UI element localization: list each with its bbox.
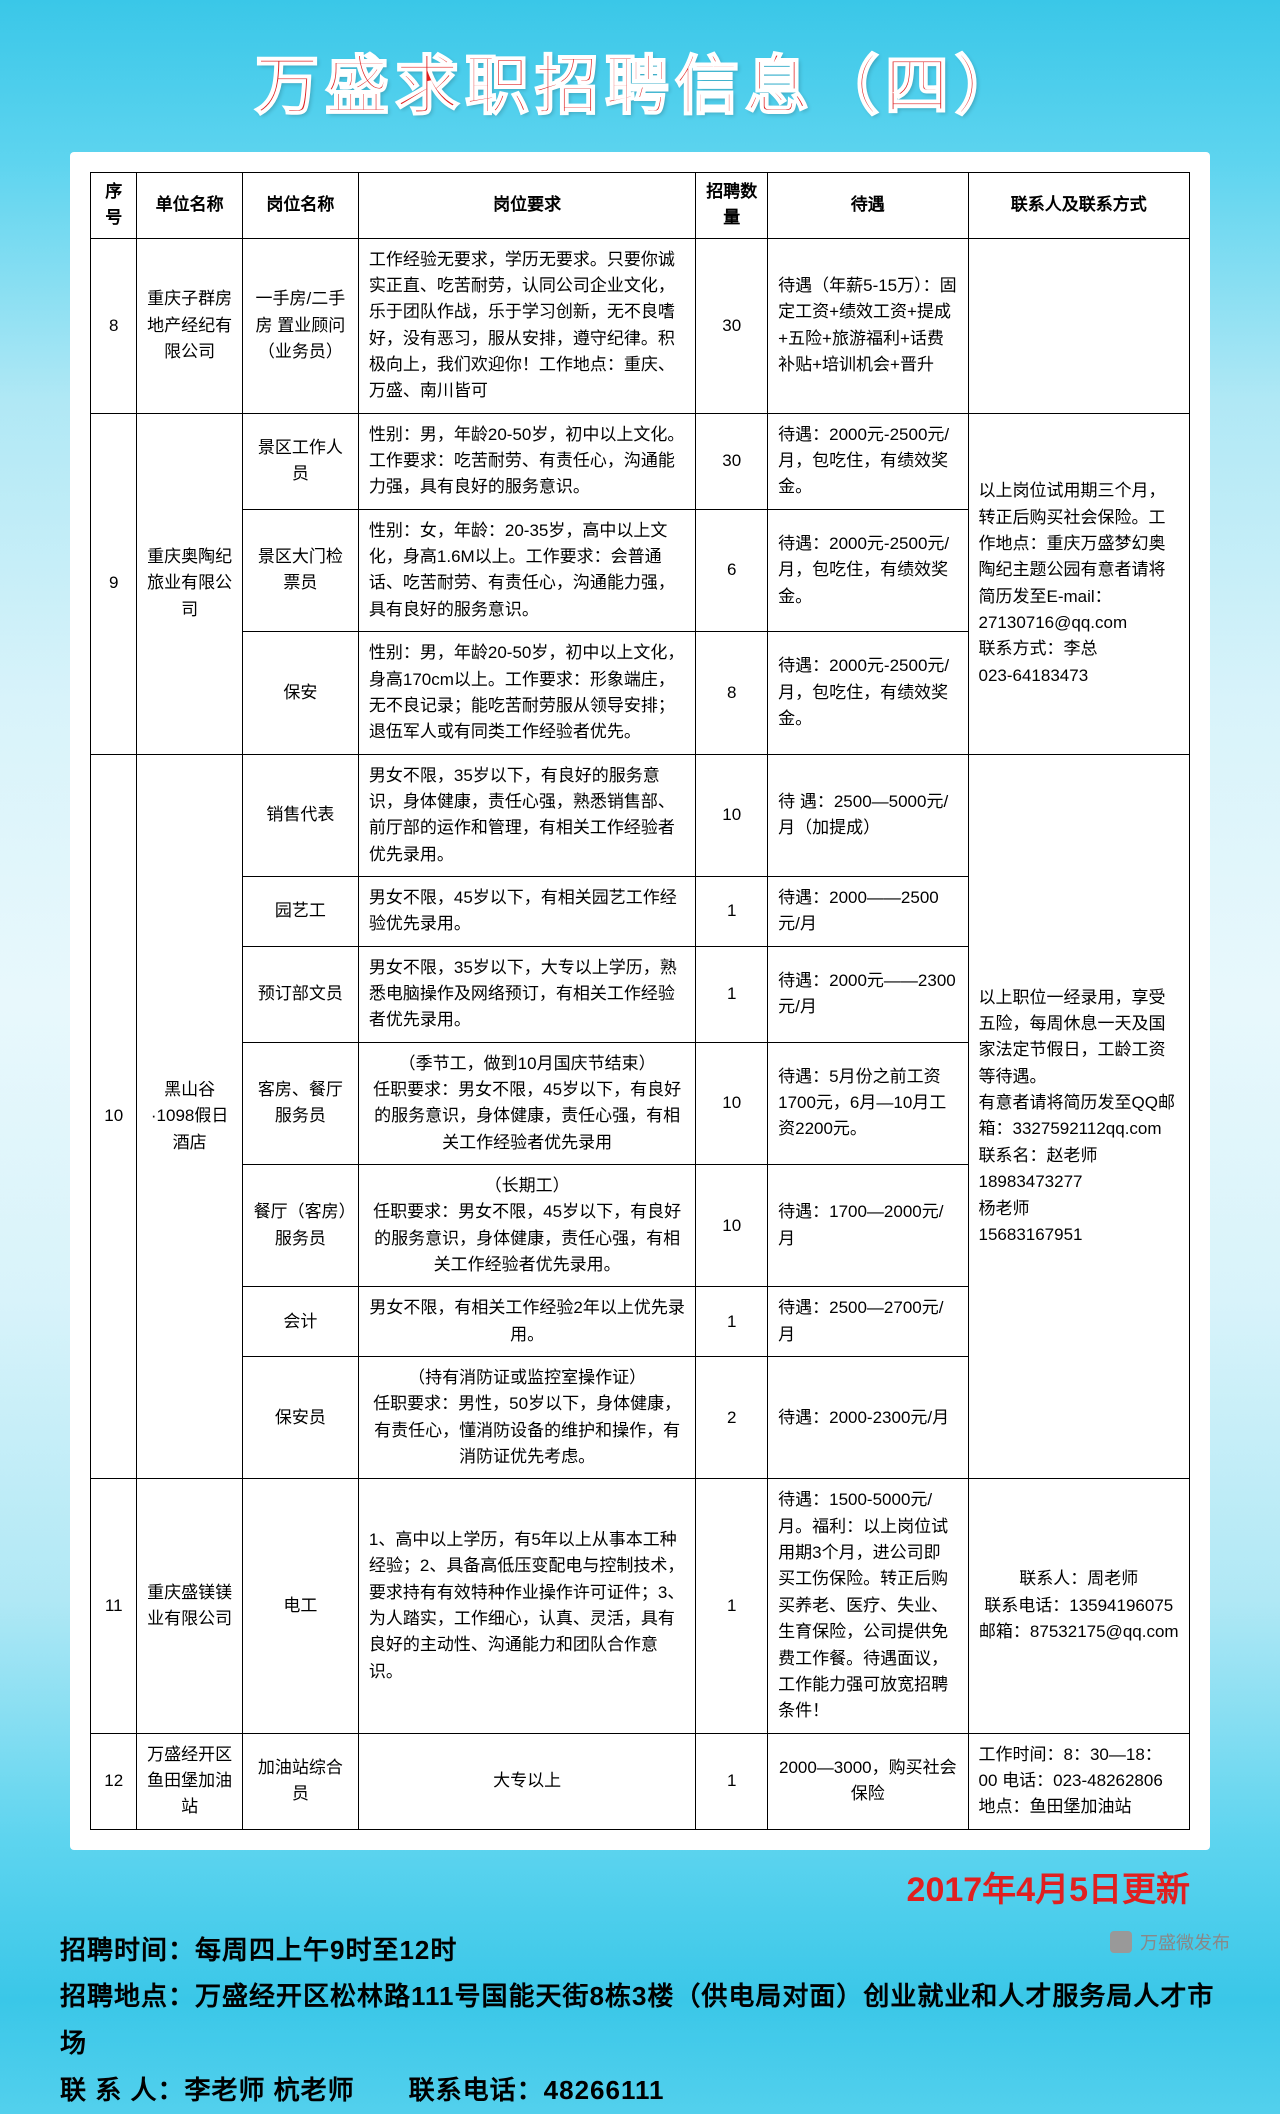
cell-num: 10 (696, 1165, 768, 1287)
update-date: 2017年4月5日更新 (0, 1850, 1280, 1919)
table-row: 11 重庆盛镁镁业有限公司 电工 1、高中以上学历，有5年以上从事本工种经验；2… (91, 1479, 1190, 1733)
cell-no: 10 (91, 754, 137, 1479)
watermark-text: 万盛微发布 (1140, 1929, 1230, 1955)
cell-req: 性别：女，年龄：20-35岁，高中以上文化，身高1.6M以上。工作要求：会普通话… (358, 509, 696, 631)
cell-no: 8 (91, 238, 137, 413)
cell-req: （季节工，做到10月国庆节结束） 任职要求：男女不限，45岁以下，有良好的服务意… (358, 1042, 696, 1164)
cell-treat: 待遇：5月份之前工资1700元，6月—10月工资2200元。 (768, 1042, 968, 1164)
table-row: 10 黑山谷·1098假日酒店 销售代表 男女不限，35岁以下，有良好的服务意识… (91, 754, 1190, 876)
cell-req: 大专以上 (358, 1733, 696, 1829)
th-contact: 联系人及联系方式 (968, 173, 1190, 239)
cell-num: 10 (696, 754, 768, 876)
cell-company: 重庆子群房地产经纪有限公司 (137, 238, 242, 413)
cell-req: 男女不限，35岁以下，大专以上学历，熟悉电脑操作及网络预订，有相关工作经验者优先… (358, 946, 696, 1042)
table-row: 8 重庆子群房地产经纪有限公司 一手房/二手房 置业顾问（业务员） 工作经验无要… (91, 238, 1190, 413)
cell-post: 客房、餐厅服务员 (242, 1042, 358, 1164)
cell-num: 30 (696, 238, 768, 413)
cell-company: 重庆奥陶纪旅业有限公司 (137, 413, 242, 754)
cell-contact: 联系人：周老师 联系电话：13594196075 邮箱：87532175@qq.… (968, 1479, 1190, 1733)
cell-no: 12 (91, 1733, 137, 1829)
cell-treat: 待 遇：2500—5000元/月（加提成） (768, 754, 968, 876)
cell-treat: 待遇：2000-2300元/月 (768, 1357, 968, 1479)
cell-post: 一手房/二手房 置业顾问（业务员） (242, 238, 358, 413)
cell-contact (968, 238, 1190, 413)
page-title: 万盛求职招聘信息（四） (0, 0, 1280, 152)
cell-num: 30 (696, 413, 768, 509)
cell-post: 电工 (242, 1479, 358, 1733)
th-num: 招聘数量 (696, 173, 768, 239)
watermark-icon (1110, 1931, 1132, 1953)
cell-treat: 待遇：2000元-2500元/月，包吃住，有绩效奖金。 (768, 509, 968, 631)
cell-company: 万盛经开区鱼田堡加油站 (137, 1733, 242, 1829)
cell-company: 重庆盛镁镁业有限公司 (137, 1479, 242, 1733)
job-table-container: 序号 单位名称 岗位名称 岗位要求 招聘数量 待遇 联系人及联系方式 8 重庆子… (70, 152, 1210, 1850)
cell-num: 8 (696, 632, 768, 754)
th-treat: 待遇 (768, 173, 968, 239)
cell-contact: 以上职位一经录用，享受五险，每周休息一天及国家法定节假日，工龄工资等待遇。 有意… (968, 754, 1190, 1479)
cell-num: 2 (696, 1357, 768, 1479)
cell-treat: 待遇：2500—2700元/月 (768, 1287, 968, 1357)
cell-treat: 待遇（年薪5-15万）：固定工资+绩效工资+提成+五险+旅游福利+话费补贴+培训… (768, 238, 968, 413)
cell-num: 1 (696, 1733, 768, 1829)
cell-treat: 待遇：1500-5000元/月。福利：以上岗位试用期3个月，进公司即买工伤保险。… (768, 1479, 968, 1733)
th-no: 序号 (91, 173, 137, 239)
cell-post: 餐厅（客房）服务员 (242, 1165, 358, 1287)
cell-post: 销售代表 (242, 754, 358, 876)
cell-req: 1、高中以上学历，有5年以上从事本工种经验；2、具备高低压变配电与控制技术，要求… (358, 1479, 696, 1733)
cell-post: 加油站综合员 (242, 1733, 358, 1829)
footer: 招聘时间：每周四上午9时至12时 招聘地点：万盛经开区松林路111号国能天街8栋… (0, 1919, 1280, 2114)
cell-req: 性别：男，年龄20-50岁，初中以上文化。工作要求：吃苦耐劳、有责任心，沟通能力… (358, 413, 696, 509)
table-row: 9 重庆奥陶纪旅业有限公司 景区工作人员 性别：男，年龄20-50岁，初中以上文… (91, 413, 1190, 509)
cell-post: 园艺工 (242, 876, 358, 946)
cell-num: 1 (696, 1479, 768, 1733)
footer-address: 招聘地点：万盛经开区松林路111号国能天街8栋3楼（供电局对面）创业就业和人才服… (60, 1973, 1220, 2067)
watermark: 万盛微发布 (1110, 1929, 1230, 1955)
cell-num: 1 (696, 946, 768, 1042)
cell-company: 黑山谷·1098假日酒店 (137, 754, 242, 1479)
cell-num: 1 (696, 1287, 768, 1357)
cell-treat: 待遇：2000元——2300元/月 (768, 946, 968, 1042)
cell-treat: 待遇：2000元-2500元/月，包吃住，有绩效奖金。 (768, 632, 968, 754)
cell-contact: 以上岗位试用期三个月，转正后购买社会保险。工作地点：重庆万盛梦幻奥陶纪主题公园有… (968, 413, 1190, 754)
cell-req: 男女不限，45岁以下，有相关园艺工作经验优先录用。 (358, 876, 696, 946)
cell-req: （持有消防证或监控室操作证） 任职要求：男性，50岁以下，身体健康，有责任心，懂… (358, 1357, 696, 1479)
cell-req: 性别：男，年龄20-50岁，初中以上文化，身高170cm以上。工作要求：形象端庄… (358, 632, 696, 754)
th-req: 岗位要求 (358, 173, 696, 239)
cell-post: 景区大门检票员 (242, 509, 358, 631)
table-row: 12 万盛经开区鱼田堡加油站 加油站综合员 大专以上 1 2000—3000，购… (91, 1733, 1190, 1829)
cell-post: 保安 (242, 632, 358, 754)
header-row: 序号 单位名称 岗位名称 岗位要求 招聘数量 待遇 联系人及联系方式 (91, 173, 1190, 239)
footer-contact: 联 系 人：李老师 杭老师 联系电话：48266111 (60, 2067, 1220, 2114)
cell-num: 1 (696, 876, 768, 946)
cell-treat: 待遇：2000元-2500元/月，包吃住，有绩效奖金。 (768, 413, 968, 509)
cell-treat: 2000—3000，购买社会保险 (768, 1733, 968, 1829)
th-company: 单位名称 (137, 173, 242, 239)
cell-req: 男女不限，有相关工作经验2年以上优先录用。 (358, 1287, 696, 1357)
cell-no: 11 (91, 1479, 137, 1733)
th-post: 岗位名称 (242, 173, 358, 239)
cell-contact: 工作时间：8：30—18：00 电话：023-48262806 地点：鱼田堡加油… (968, 1733, 1190, 1829)
cell-post: 会计 (242, 1287, 358, 1357)
cell-post: 保安员 (242, 1357, 358, 1479)
cell-num: 10 (696, 1042, 768, 1164)
cell-req: 男女不限，35岁以下，有良好的服务意识，身体健康，责任心强，熟悉销售部、前厅部的… (358, 754, 696, 876)
cell-treat: 待遇：2000——2500元/月 (768, 876, 968, 946)
cell-req: （长期工） 任职要求：男女不限，45岁以下，有良好的服务意识，身体健康，责任心强… (358, 1165, 696, 1287)
cell-no: 9 (91, 413, 137, 754)
cell-treat: 待遇：1700—2000元/月 (768, 1165, 968, 1287)
cell-num: 6 (696, 509, 768, 631)
footer-time: 招聘时间：每周四上午9时至12时 (60, 1927, 1220, 1974)
job-table: 序号 单位名称 岗位名称 岗位要求 招聘数量 待遇 联系人及联系方式 8 重庆子… (90, 172, 1190, 1830)
cell-req: 工作经验无要求，学历无要求。只要你诚实正直、吃苦耐劳，认同公司企业文化，乐于团队… (358, 238, 696, 413)
cell-post: 景区工作人员 (242, 413, 358, 509)
cell-post: 预订部文员 (242, 946, 358, 1042)
